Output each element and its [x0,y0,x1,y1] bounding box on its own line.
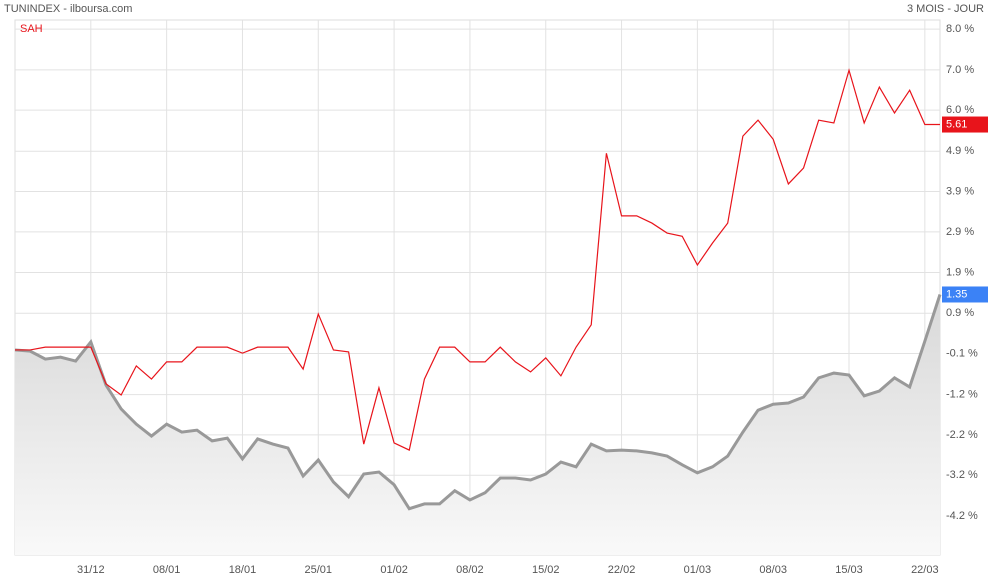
y-tick-label: 8.0 % [946,23,974,35]
x-tick-label: 15/02 [532,564,560,576]
last-value-label: 5.61 [946,118,967,130]
line [15,68,940,451]
last-value-box [942,286,988,303]
x-tick-label: 25/01 [305,564,333,576]
last-value-box [942,116,988,133]
y-tick-label: 0.9 % [946,307,974,319]
x-tick-label: 18/01 [229,564,257,576]
x-tick-label: 22/03 [911,564,939,576]
y-tick-label: 1.9 % [946,266,974,278]
chart-title: TUNINDEX - ilboursa.com [4,3,132,15]
x-tick-label: 08/03 [759,564,787,576]
x-tick-label: 31/12 [77,564,105,576]
y-tick-label: 3.9 % [946,185,974,197]
x-tick-label: 08/02 [456,564,484,576]
y-tick-label: -1.2 % [946,389,978,401]
chart-subtitle: 3 MOIS - JOUR [907,3,984,15]
x-tick-label: 08/01 [153,564,181,576]
y-tick-label: 6.0 % [946,104,974,116]
y-tick-label: -0.1 % [946,347,978,359]
x-tick-label: 01/02 [380,564,408,576]
y-tick-label: -4.2 % [946,510,978,522]
y-tick-label: 4.9 % [946,145,974,157]
legend-label: SAH [20,23,43,35]
x-tick-label: 15/03 [835,564,863,576]
y-tick-label: -2.2 % [946,429,978,441]
area [15,294,940,555]
x-tick-label: 22/02 [608,564,636,576]
last-value-label: 1.35 [946,288,967,300]
y-tick-label: 7.0 % [946,64,974,76]
y-tick-label: 2.9 % [946,226,974,238]
line [14,294,942,511]
y-tick-label: -3.2 % [946,469,978,481]
x-tick-label: 01/03 [684,564,712,576]
